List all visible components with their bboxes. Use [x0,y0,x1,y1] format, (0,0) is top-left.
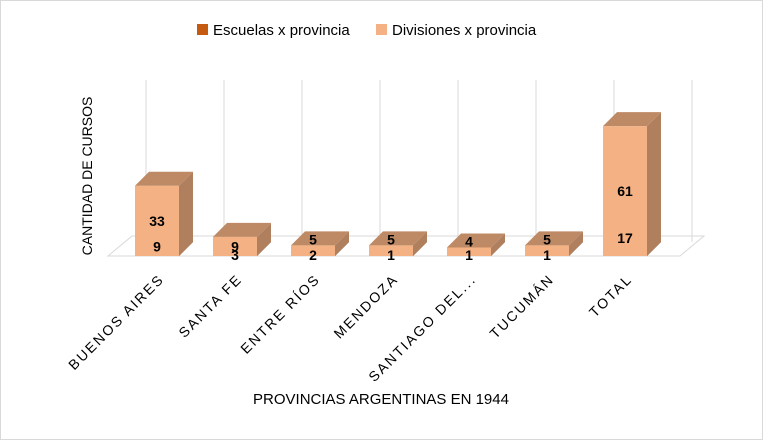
bar-top [369,231,427,246]
bar-side [647,112,661,256]
data-label: 3 [231,247,239,263]
data-label: 17 [617,230,633,246]
bar-front [603,126,647,256]
bars [135,112,661,256]
data-label: 1 [465,247,473,263]
bar-side [413,231,427,256]
bar-front [525,245,569,256]
bar-top [525,231,583,246]
legend: Escuelas x provincia Divisiones x provin… [197,22,537,39]
bar-side [179,171,193,256]
bar-segment [525,231,583,256]
bar-segment [135,171,193,256]
bar-side [257,222,271,256]
y-axis-title: CANTIDAD DE CURSOS [79,97,95,256]
data-label: 61 [617,183,633,199]
bar-segment [213,222,271,256]
bar-top [447,233,505,248]
legend-swatch-divisiones [376,24,387,35]
legend-swatch-escuelas [197,24,208,35]
bar-top [603,112,661,127]
data-label: 9 [231,238,239,254]
bar-side [491,233,505,256]
category-label: TUCUMÁN [486,271,557,342]
bar-segment [603,112,661,256]
data-label: 5 [387,231,395,247]
bar-segment [291,231,349,256]
category-label: BUENOS AIRES [65,271,167,373]
bar-front [291,245,335,256]
data-label: 33 [149,213,165,229]
legend-label-escuelas: Escuelas x provincia [213,22,350,39]
bar-front [135,185,179,256]
data-label: 5 [309,231,317,247]
bar-side [569,231,583,256]
bar-front [447,247,491,256]
data-label: 1 [543,247,551,263]
legend-label-divisiones: Divisiones x provincia [392,22,537,39]
bar-top [213,222,271,237]
data-label: 5 [543,231,551,247]
bar-front [213,236,257,256]
data-label: 9 [153,238,161,254]
bar-segment [447,233,505,256]
x-axis-title: PROVINCIAS ARGENTINAS EN 1944 [253,391,509,408]
bar-segment [369,231,427,256]
category-label: ENTRE RÍOS [237,271,323,357]
bar-side [335,231,349,256]
bar-top [135,171,193,186]
category-label: SANTA FE [175,271,245,341]
bar-top [291,231,349,246]
bar-front [369,245,413,256]
data-label: 1 [387,247,395,263]
category-label: MENDOZA [330,271,401,342]
category-label: TOTAL [586,271,635,320]
data-label: 2 [309,247,317,263]
data-label: 4 [465,233,473,249]
